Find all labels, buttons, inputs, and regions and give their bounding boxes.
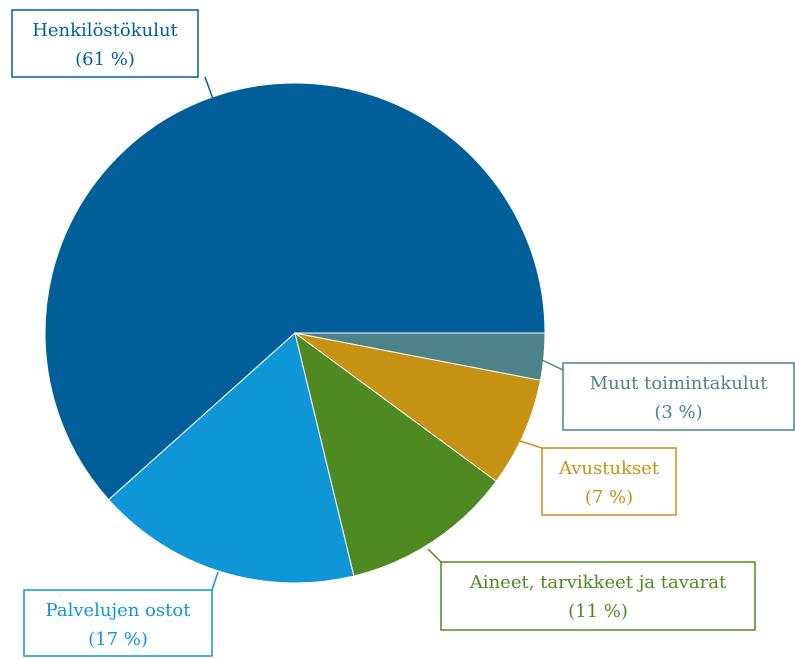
pie-slice [107, 332, 355, 584]
slice-label: Avustukset [558, 458, 660, 479]
slice-value-label: (61 %) [75, 49, 135, 70]
label-box [440, 561, 756, 631]
connector [516, 439, 543, 449]
connector [211, 571, 219, 591]
connector [427, 548, 442, 563]
pie-slice [294, 332, 546, 381]
pie-slice [294, 332, 542, 482]
label-box [23, 589, 213, 657]
slice-value-label: (7 %) [585, 487, 633, 508]
label-box [541, 447, 677, 516]
pie-slice [44, 82, 546, 501]
slice-label: Muut toimintakulut [590, 373, 769, 394]
connector [541, 359, 564, 371]
label-box [11, 9, 199, 78]
pie-slice [294, 331, 498, 577]
slice-label: Palvelujen ostot [46, 600, 192, 621]
slice-value-label: (17 %) [88, 629, 148, 650]
slice-value-label: (11 %) [568, 601, 628, 622]
slice-value-label: (3 %) [654, 402, 702, 423]
label-box [562, 362, 795, 431]
connector [204, 76, 214, 100]
slice-label: Aineet, tarvikkeet ja tavarat [469, 572, 727, 593]
slice-label: Henkilöstökulut [32, 20, 178, 41]
